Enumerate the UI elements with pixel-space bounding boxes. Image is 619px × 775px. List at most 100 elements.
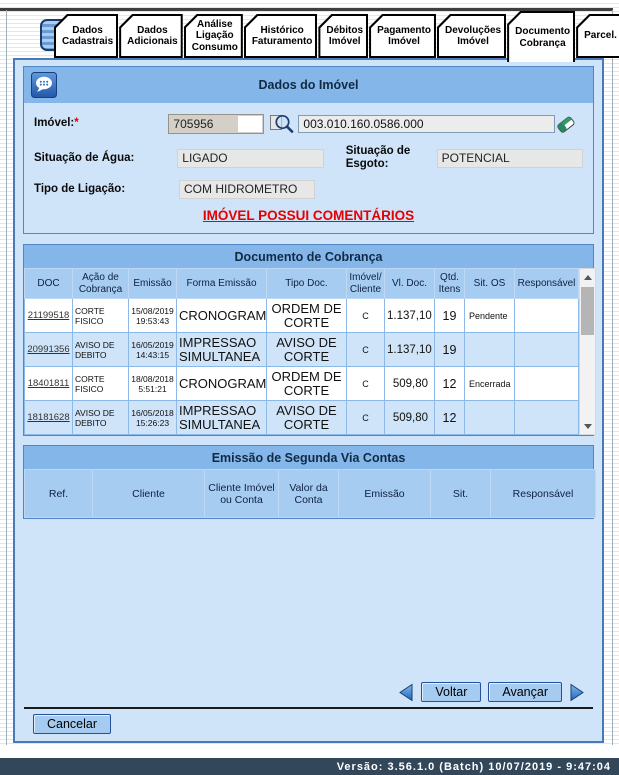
col-responsavel2: Responsável [490,469,596,519]
cell-tipo: ORDEM DE CORTE [266,366,347,402]
tab-label: Histórico Faturamento [245,16,316,56]
scroll-up-button[interactable] [580,269,595,286]
col-valor-conta: Valor da Conta [278,469,339,519]
imovel-comments-link[interactable]: IMÓVEL POSSUI COMENTÁRIOS [202,208,415,224]
cell-acao: CORTE FISICO [72,298,129,334]
cell-responsavel [514,400,579,436]
cell-responsavel [514,366,579,402]
left-frame-line [6,10,7,746]
esgoto-value: POTENCIAL [436,148,583,168]
cell-emissao: 15/08/2019 19:53:43 [128,298,177,334]
tab-analise-ligacao-consumo[interactable]: Análise Ligação Consumo [183,14,243,58]
empty-area [23,519,594,682]
tab-debitos-imovel[interactable]: Débitos Imóvel [318,14,369,58]
cancelar-button[interactable]: Cancelar [33,714,112,734]
tab-dados-cadastrais[interactable]: Dados Cadastrais [54,14,119,58]
arrow-left-icon [399,683,413,701]
bottom-separator-line [24,707,593,709]
speech-bubble-icon [31,72,57,98]
tab-label: Dados Cadastrais [56,16,117,56]
tab-pagamento-imovel[interactable]: Pagamento Imóvel [369,14,436,58]
pagination-row: Voltar Avançar [23,682,594,702]
cell-qtd: 19 [434,298,465,334]
cell-imovel-cliente: C [346,298,385,334]
cell-acao: CORTE FISICO [72,366,129,402]
doc-link[interactable]: 18401811 [27,378,70,390]
cell-sit-os [464,400,515,436]
next-arrow-button[interactable] [569,683,586,702]
col-forma: Forma Emissão [176,268,267,300]
right-frame-line [612,10,613,746]
segunda-via-header: Emissão de Segunda Via Contas [24,446,593,470]
previous-arrow-button[interactable] [397,683,414,702]
agua-label: Situação de Água: [34,151,135,164]
eraser-icon [557,116,575,133]
doc-link[interactable]: 20991356 [27,344,70,356]
tab-parcel[interactable]: Parcel. [576,14,619,58]
cell-forma: CRONOGRAMA [176,366,267,402]
footer-gap [0,745,619,758]
cell-valor: 509,80 [384,366,435,402]
scroll-down-button[interactable] [580,418,595,435]
tab-historico-faturamento[interactable]: Histórico Faturamento [243,14,318,58]
col-cliente: Cliente [92,469,205,519]
col-emissao2: Emissão [338,469,431,519]
magnifier-icon [270,114,294,133]
segunda-via-box: Emissão de Segunda Via Contas Ref. Clien… [23,445,596,520]
required-marker: * [74,117,79,130]
search-imovel-button[interactable] [269,112,295,136]
tab-devolucoes-imovel[interactable]: Devoluções Imóvel [436,14,507,58]
voltar-button[interactable]: Voltar [421,682,482,702]
cell-sit-os: Encerrada [464,366,515,402]
cell-imovel-cliente: C [346,400,385,436]
property-form: Imóvel:* 003.010.160.0586.000 [24,103,593,233]
table-row: 20991356 AVISO DE DEBITO 16/05/2019 14:4… [24,332,579,368]
col-acao: Ação de Cobrança [72,268,129,300]
doc-link[interactable]: 18181628 [27,412,70,424]
imovel-label: Imóvel:* [34,117,79,130]
col-sit-os: Sit. OS [464,268,515,300]
tab-documento-cobranca[interactable]: Documento Cobrança [507,11,576,62]
col-imovel-cliente: Imóvel/ Cliente [346,268,385,300]
segunda-via-header-row: Ref. Cliente Cliente Imóvel ou Conta Val… [24,469,596,519]
situacao-row: Situação de Água: LIGADO Situação de Esg… [34,145,583,171]
cell-qtd: 19 [434,332,465,368]
cell-emissao: 16/05/2018 15:26:23 [128,400,177,436]
doc-cobranca-header: Documento de Cobrança [24,245,593,269]
tab-dados-adicionais[interactable]: Dados Adicionais [119,14,183,58]
col-qtd-itens: Qtd. Itens [434,268,465,300]
doc-cobranca-table: DOC Ação de Cobrança Emissão Forma Emiss… [24,268,579,436]
doc-link[interactable]: 21199518 [27,310,70,322]
imovel-input-wrap [168,114,265,134]
cell-emissao: 16/05/2019 14:43:15 [128,332,177,368]
cell-acao: AVISO DE DEBITO [72,332,129,368]
property-data-title: Dados do Imóvel [258,78,359,92]
table-scrollbar[interactable] [579,268,596,436]
cell-forma: IMPRESSAO SIMULTANEA [176,400,267,436]
imovel-row: Imóvel:* 003.010.160.0586.000 [34,112,583,136]
scroll-down-icon [583,423,592,429]
cell-emissao: 18/08/2018 5:51:21 [128,366,177,402]
doc-cobranca-title: Documento de Cobrança [234,249,383,264]
tab-label: Documento Cobrança [509,13,574,62]
table-row: 18401811 CORTE FISICO 18/08/2018 5:51:21… [24,366,579,402]
scroll-up-icon [583,274,592,280]
top-divider-line [0,8,613,11]
tab-label: Parcel. [578,16,619,56]
doc-cobranca-box: Documento de Cobrança DOC Ação de Cobran… [23,244,596,437]
cell-sit-os: Pendente [464,298,515,334]
cell-responsavel [514,298,579,334]
avancar-button[interactable]: Avançar [488,682,562,702]
tab-label: Dados Adicionais [121,16,181,56]
agua-value: LIGADO [177,148,324,168]
clear-button[interactable] [555,113,577,135]
col-sit: Sit. [430,469,491,519]
footer-bar: Versão: 3.56.1.0 (Batch) 10/07/2019 - 9:… [0,758,619,775]
cell-imovel-cliente: C [346,332,385,368]
scrollbar-thumb[interactable] [581,287,594,336]
col-cliente-imovel-conta: Cliente Imóvel ou Conta [204,469,279,519]
matricula-field: 003.010.160.0586.000 [298,115,555,133]
ligacao-value: COM HIDROMETRO [179,180,315,200]
cancel-row: Cancelar [23,714,594,737]
comments-icon[interactable] [31,72,57,98]
